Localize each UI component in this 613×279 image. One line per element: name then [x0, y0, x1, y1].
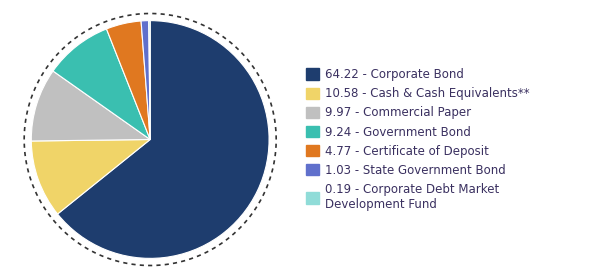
Wedge shape	[149, 21, 150, 140]
Wedge shape	[53, 29, 150, 140]
Wedge shape	[141, 21, 150, 140]
Wedge shape	[58, 21, 269, 258]
Legend: 64.22 - Corporate Bond, 10.58 - Cash & Cash Equivalents**, 9.97 - Commercial Pap: 64.22 - Corporate Bond, 10.58 - Cash & C…	[306, 68, 530, 211]
Wedge shape	[31, 140, 150, 214]
Wedge shape	[107, 21, 150, 140]
Wedge shape	[31, 71, 150, 141]
